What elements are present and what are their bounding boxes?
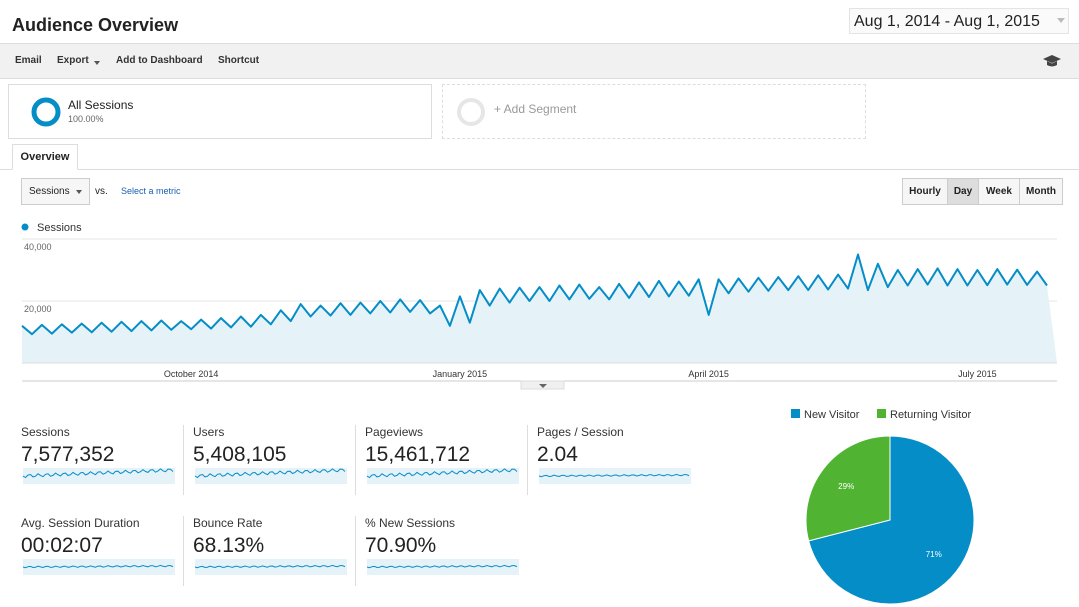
sparkline xyxy=(22,564,174,569)
segment-name: All Sessions xyxy=(68,98,134,112)
toolbar-item[interactable]: Shortcut xyxy=(218,55,260,66)
sparkline xyxy=(22,468,174,479)
y-tick-label: 20,000 xyxy=(24,304,52,314)
legend-label: Sessions xyxy=(37,222,82,234)
metric-name: Sessions xyxy=(29,186,70,197)
legend-label: Returning Visitor xyxy=(890,409,971,421)
sparkline-bg xyxy=(195,559,347,575)
add-segment-card[interactable]: + Add Segment xyxy=(442,84,866,139)
metric-value: 5,408,105 xyxy=(193,443,287,466)
pie-slice xyxy=(805,435,891,542)
collapse-arrow xyxy=(539,384,547,388)
tile-divider xyxy=(183,425,184,495)
metric-label: Avg. Session Duration xyxy=(21,516,140,530)
sparkline-bg xyxy=(195,468,347,484)
metric-value: 15,461,712 xyxy=(365,443,471,466)
pie-label: 29% xyxy=(838,482,854,491)
metric-value: 00:02:07 xyxy=(21,534,103,557)
sparkline xyxy=(366,564,518,569)
y-tick-label: 40,000 xyxy=(24,242,52,252)
toolbar-item[interactable]: Export xyxy=(57,55,89,66)
legend-swatch xyxy=(791,409,800,418)
x-tick-label: October 2014 xyxy=(164,369,219,379)
legend-marker xyxy=(21,223,29,231)
metric-value: 2.04 xyxy=(537,443,578,466)
toolbar-item[interactable]: Add to Dashboard xyxy=(116,55,203,66)
sparkline-bg xyxy=(23,468,175,484)
series-line xyxy=(21,253,1048,336)
sparkline xyxy=(366,468,518,479)
legend-swatch xyxy=(877,409,886,418)
segment-percent: 100.00% xyxy=(68,114,104,124)
dropdown-arrow xyxy=(94,61,100,65)
tile-divider xyxy=(355,425,356,495)
page-title: Audience Overview xyxy=(12,15,179,35)
tab[interactable]: Overview xyxy=(12,144,78,170)
metric-label: Users xyxy=(193,425,225,439)
dropdown-arrow xyxy=(76,190,82,194)
sparkline xyxy=(194,564,346,569)
tab-bar xyxy=(0,169,1079,170)
granularity-button[interactable]: Hourly xyxy=(902,178,948,205)
x-tick-label: January 2015 xyxy=(433,369,488,379)
area-fill xyxy=(22,254,1057,363)
add-segment: + Add Segment xyxy=(494,102,577,116)
segment-ring xyxy=(31,97,61,127)
toolbar-item[interactable]: Email xyxy=(15,55,42,66)
tile-divider xyxy=(355,516,356,586)
segment-ring xyxy=(457,98,485,126)
tile-divider xyxy=(183,516,184,586)
date-range[interactable]: Aug 1, 2014 - Aug 1, 2015 xyxy=(849,8,1069,34)
date-arrow xyxy=(1057,18,1065,23)
segment-card[interactable]: All Sessions 100.00% xyxy=(8,84,432,139)
granularity-button[interactable]: Month xyxy=(1019,178,1063,205)
metric-label: % New Sessions xyxy=(365,516,456,530)
sparkline-bg xyxy=(367,559,519,575)
metric-value: 70.90% xyxy=(365,534,437,557)
sparkline-bg xyxy=(539,468,691,484)
toolbar: Email Export Add to Dashboard Shortcut xyxy=(0,43,1079,79)
metric-value: 68.13% xyxy=(193,534,265,557)
sparkline xyxy=(538,473,690,478)
vs-label: vs. xyxy=(95,186,108,197)
pie-slice xyxy=(808,435,975,605)
legend-label: New Visitor xyxy=(804,409,860,421)
metric-label: Pages / Session xyxy=(537,425,624,439)
select-metric[interactable]: Select a metric xyxy=(121,186,181,196)
metric-label: Pageviews xyxy=(365,425,424,439)
metric-value: 7,577,352 xyxy=(21,443,115,466)
help-icon[interactable] xyxy=(1042,53,1062,69)
metric-label: Bounce Rate xyxy=(193,516,263,530)
sparkline-bg xyxy=(23,559,175,575)
x-tick-label: April 2015 xyxy=(688,369,729,379)
x-tick-label: July 2015 xyxy=(958,369,997,379)
tile-divider xyxy=(527,425,528,495)
pie-label: 71% xyxy=(926,550,942,559)
metric-label: Sessions xyxy=(21,425,70,439)
sparkline xyxy=(194,468,346,479)
sparkline-bg xyxy=(367,468,519,484)
